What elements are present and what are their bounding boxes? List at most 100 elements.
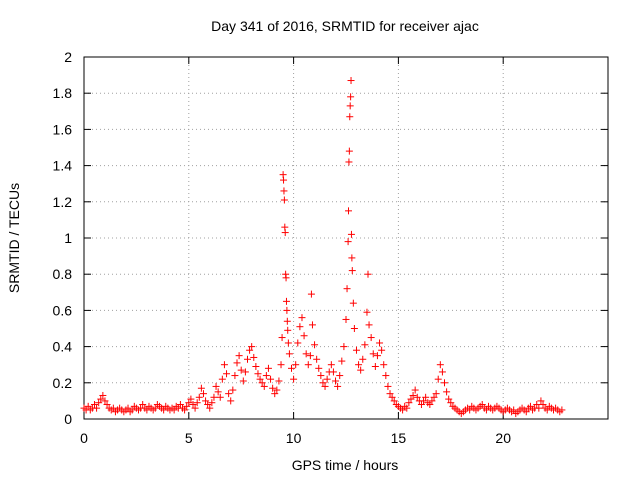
- data-point: [269, 384, 277, 392]
- data-point: [225, 390, 233, 398]
- data-point: [199, 390, 207, 398]
- data-point: [304, 361, 312, 369]
- data-point: [227, 397, 235, 405]
- data-point: [204, 401, 212, 409]
- data-point: [399, 406, 407, 414]
- data-point: [128, 406, 136, 414]
- data-point: [290, 375, 298, 383]
- data-point: [282, 297, 290, 305]
- data-point: [294, 339, 302, 347]
- data-point: [250, 353, 258, 361]
- data-point: [558, 406, 566, 414]
- data-point: [191, 404, 199, 412]
- data-point: [343, 285, 351, 293]
- data-point: [329, 368, 337, 376]
- data-point: [438, 368, 446, 376]
- x-tick-label: 15: [391, 430, 407, 446]
- data-point: [210, 393, 218, 401]
- y-tick-label: 1.2: [53, 194, 73, 210]
- data-point: [307, 290, 315, 298]
- data-point: [262, 372, 270, 380]
- data-point: [282, 274, 290, 282]
- data-point: [151, 404, 159, 412]
- data-point: [277, 361, 285, 369]
- data-point: [252, 363, 260, 371]
- data-point: [350, 325, 358, 332]
- data-point: [243, 355, 251, 363]
- x-tick-label: 10: [286, 430, 302, 446]
- data-point: [292, 361, 300, 369]
- data-point: [347, 230, 355, 238]
- chart-title: Day 341 of 2016, SRMTID for receiver aja…: [211, 18, 479, 34]
- y-tick-label: 1: [64, 230, 72, 246]
- data-point: [537, 397, 545, 405]
- data-point: [345, 147, 353, 155]
- y-tick-label: 1.8: [53, 85, 73, 101]
- data-point: [254, 370, 262, 378]
- data-point: [510, 406, 518, 414]
- data-point: [258, 379, 266, 387]
- data-point: [176, 401, 184, 409]
- data-point: [378, 346, 386, 354]
- data-point: [306, 352, 314, 360]
- data-point: [223, 370, 231, 378]
- data-point: [212, 382, 220, 390]
- y-axis-label: SRMTID / TECUs: [6, 183, 22, 293]
- y-tick-label: 1.6: [53, 121, 73, 137]
- data-point: [160, 406, 168, 414]
- data-point: [390, 397, 398, 405]
- x-tick-labels: 0 5 10 15 20: [80, 430, 511, 446]
- data-point: [103, 401, 111, 409]
- data-point: [197, 384, 205, 392]
- x-tick-label: 5: [185, 430, 193, 446]
- y-tick-label: 0.6: [53, 302, 73, 318]
- y-tick-label: 2: [64, 49, 72, 65]
- y-tick-label: 0.8: [53, 266, 73, 282]
- data-point: [420, 397, 428, 405]
- data-point: [170, 406, 178, 414]
- data-point: [231, 372, 239, 380]
- data-point: [539, 401, 547, 409]
- data-point: [417, 401, 425, 409]
- data-point: [143, 406, 151, 414]
- data-point: [264, 364, 272, 372]
- data-point: [280, 196, 288, 204]
- data-point: [327, 361, 335, 369]
- data-point: [535, 404, 543, 412]
- data-point: [371, 363, 379, 371]
- data-point: [345, 158, 353, 166]
- data-point: [340, 343, 348, 351]
- data-point: [202, 397, 210, 405]
- data-point: [357, 366, 365, 374]
- data-point: [409, 391, 417, 399]
- data-point: [445, 395, 453, 403]
- data-point: [342, 315, 350, 323]
- data-point: [533, 401, 541, 409]
- data-point: [208, 399, 216, 407]
- data-point: [346, 102, 354, 110]
- data-point: [365, 321, 373, 329]
- data-point: [280, 187, 288, 195]
- data-point: [386, 390, 394, 398]
- data-point: [352, 346, 360, 354]
- data-point: [235, 352, 243, 360]
- data-point: [319, 379, 327, 387]
- data-point: [344, 238, 352, 246]
- x-axis-label: GPS time / hours: [292, 457, 399, 473]
- data-point: [313, 355, 321, 363]
- data-point: [95, 399, 103, 407]
- data-point: [334, 382, 342, 390]
- data-point: [84, 402, 92, 410]
- data-point: [411, 386, 419, 394]
- data-point: [273, 386, 281, 394]
- data-point: [413, 393, 421, 401]
- data-point: [380, 361, 388, 369]
- data-point: [434, 375, 442, 383]
- data-point: [403, 404, 411, 412]
- data-point: [347, 93, 355, 101]
- data-point: [256, 375, 264, 383]
- data-point: [216, 393, 224, 401]
- data-point: [478, 401, 486, 409]
- data-point: [220, 361, 228, 369]
